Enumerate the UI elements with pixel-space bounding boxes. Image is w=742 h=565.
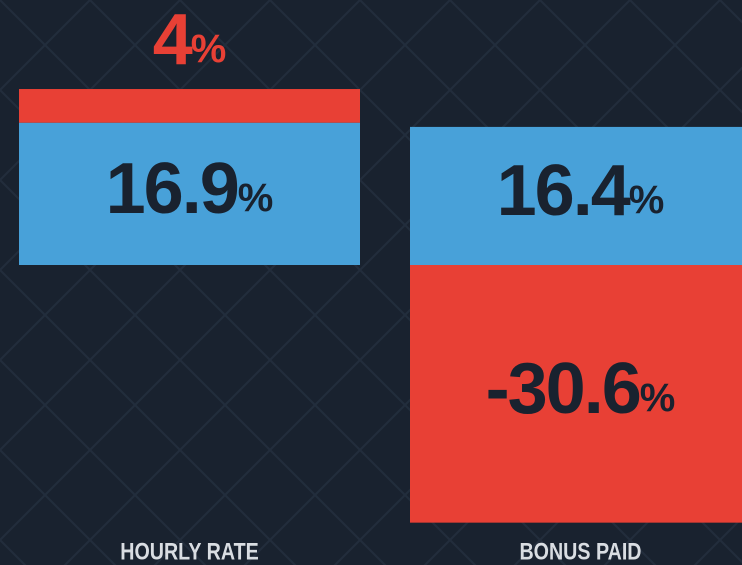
bar-segment [19,122,360,266]
category-label: HOURLY RATE [120,537,258,564]
category-label: BONUS PAID [519,537,641,564]
bars: HOURLY RATE 16.9% 4% BONUS PAID 16.4% -30.6% [19,0,742,565]
value-label: 16.9% [106,149,274,229]
value-label: 16.4% [497,151,665,231]
bar-segment [410,126,742,265]
value-label: -30.6% [486,349,676,429]
bar-segment [19,89,360,123]
value-label: 4% [153,0,227,80]
bar-segment [410,265,742,523]
